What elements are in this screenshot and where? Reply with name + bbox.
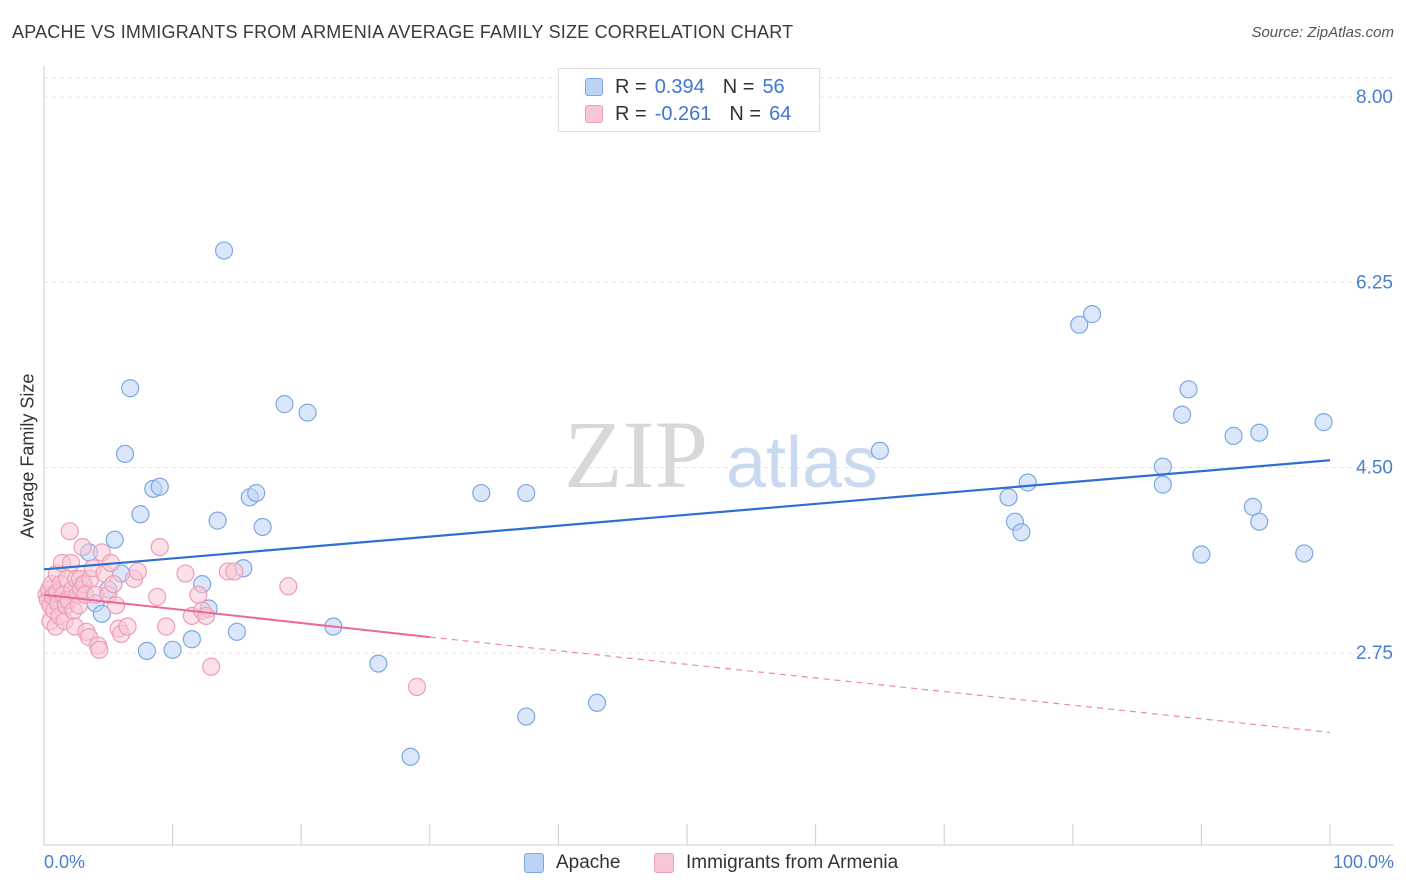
apache-point bbox=[1012, 523, 1031, 542]
armenia-point bbox=[61, 553, 81, 573]
armenia-point bbox=[176, 564, 195, 583]
legend-r-label: R = bbox=[615, 75, 647, 98]
apache-point bbox=[1082, 305, 1102, 324]
armenia-point bbox=[225, 562, 244, 581]
watermark-zip: ZIP bbox=[564, 401, 708, 508]
legend-label-armenia: Immigrants from Armenia bbox=[686, 852, 899, 873]
armenia-point bbox=[202, 657, 221, 676]
source-credit: Source: ZipAtlas.com bbox=[1251, 24, 1394, 41]
x-tick-label-max: 100.0% bbox=[1332, 852, 1394, 872]
armenia-point bbox=[148, 587, 167, 606]
armenia-trend-line bbox=[43, 593, 430, 639]
armenia-point bbox=[90, 640, 109, 659]
legend-n-label: N = bbox=[722, 75, 755, 98]
apache-point bbox=[214, 241, 234, 260]
apache-point bbox=[247, 483, 266, 503]
apache-point bbox=[1173, 405, 1192, 424]
x-tick-label-min: 0.0% bbox=[44, 852, 86, 872]
armenia-point bbox=[150, 537, 169, 557]
armenia-trend-extension bbox=[429, 636, 1331, 734]
armenia-point bbox=[128, 562, 147, 581]
apache-point bbox=[182, 630, 201, 649]
y-tick-labels: 2.75 4.50 6.25 8.00 bbox=[1356, 87, 1393, 664]
apache-point bbox=[253, 517, 272, 537]
legend-label-apache: Apache bbox=[556, 852, 621, 873]
apache-point bbox=[115, 444, 135, 463]
legend-swatch-apache bbox=[524, 853, 544, 873]
y-tick-label: 8.00 bbox=[1356, 87, 1393, 108]
apache-point bbox=[1295, 544, 1314, 563]
stats-legend: R = 0.394 N = 56 R = -0.261 N = 64 bbox=[558, 68, 820, 132]
apache-point bbox=[517, 707, 536, 726]
apache-point bbox=[1018, 473, 1037, 492]
apache-point bbox=[208, 511, 227, 530]
armenia-point bbox=[157, 617, 176, 636]
apache-point bbox=[105, 530, 124, 549]
legend-n-value: 64 bbox=[769, 102, 792, 125]
apache-point bbox=[1192, 545, 1211, 564]
legend-n-label: N = bbox=[729, 102, 762, 125]
axes-layer bbox=[43, 66, 1394, 846]
apache-point bbox=[150, 477, 169, 496]
apache-point bbox=[1153, 457, 1172, 476]
apache-point bbox=[92, 604, 111, 623]
legend-row-apache: R = 0.394 N = 56 bbox=[585, 74, 785, 100]
apache-point bbox=[1153, 475, 1172, 494]
legend-n-value: 56 bbox=[762, 75, 785, 98]
apache-point bbox=[298, 403, 317, 422]
y-tick-label: 4.50 bbox=[1356, 458, 1393, 479]
legend-row-armenia: R = -0.261 N = 64 bbox=[585, 101, 791, 127]
trend-layer bbox=[43, 459, 1331, 734]
apache-point bbox=[1314, 413, 1333, 432]
armenia-point bbox=[104, 575, 123, 594]
apache-point bbox=[121, 379, 140, 398]
armenia-point bbox=[279, 577, 298, 596]
armenia-point bbox=[196, 606, 216, 626]
apache-point bbox=[401, 747, 420, 766]
legend-item-apache[interactable]: Apache bbox=[524, 852, 620, 874]
legend-swatch-armenia bbox=[585, 105, 603, 123]
y-tick-label: 6.25 bbox=[1356, 272, 1393, 293]
apache-point bbox=[1224, 426, 1243, 445]
legend-swatch-apache bbox=[585, 78, 603, 96]
armenia-point bbox=[407, 677, 427, 696]
legend-r-label: R = bbox=[615, 102, 647, 125]
apache-point bbox=[163, 640, 182, 659]
apache-point bbox=[137, 641, 156, 660]
apache-point bbox=[587, 693, 607, 712]
apache-point bbox=[472, 483, 491, 503]
chart-title: APACHE VS IMMIGRANTS FROM ARMENIA AVERAG… bbox=[12, 22, 794, 42]
apache-point bbox=[369, 654, 388, 673]
apache-point bbox=[131, 505, 150, 524]
apache-point bbox=[1250, 423, 1269, 442]
apache-point bbox=[227, 622, 246, 641]
apache-point bbox=[1179, 380, 1198, 399]
legend-item-armenia[interactable]: Immigrants from Armenia bbox=[654, 852, 898, 874]
armenia-point bbox=[118, 617, 137, 636]
watermark: ZIP atlas bbox=[564, 401, 878, 508]
armenia-point bbox=[189, 585, 208, 604]
armenia-point bbox=[106, 596, 126, 615]
apache-point bbox=[999, 488, 1018, 507]
apache-point bbox=[870, 441, 890, 460]
apache-trend-line bbox=[43, 459, 1331, 571]
apache-point bbox=[275, 395, 294, 414]
armenia-point bbox=[60, 522, 79, 541]
watermark-atlas: atlas bbox=[726, 423, 878, 503]
series-legend: Apache Immigrants from Armenia bbox=[0, 852, 1406, 878]
legend-r-value: 0.394 bbox=[654, 75, 705, 98]
y-tick-label: 2.75 bbox=[1356, 643, 1393, 664]
apache-point bbox=[1070, 315, 1089, 334]
apache-point bbox=[517, 483, 536, 503]
armenia-point bbox=[73, 537, 92, 557]
legend-swatch-armenia bbox=[654, 853, 674, 873]
apache-point bbox=[1250, 512, 1269, 531]
legend-r-value: -0.261 bbox=[654, 102, 712, 125]
